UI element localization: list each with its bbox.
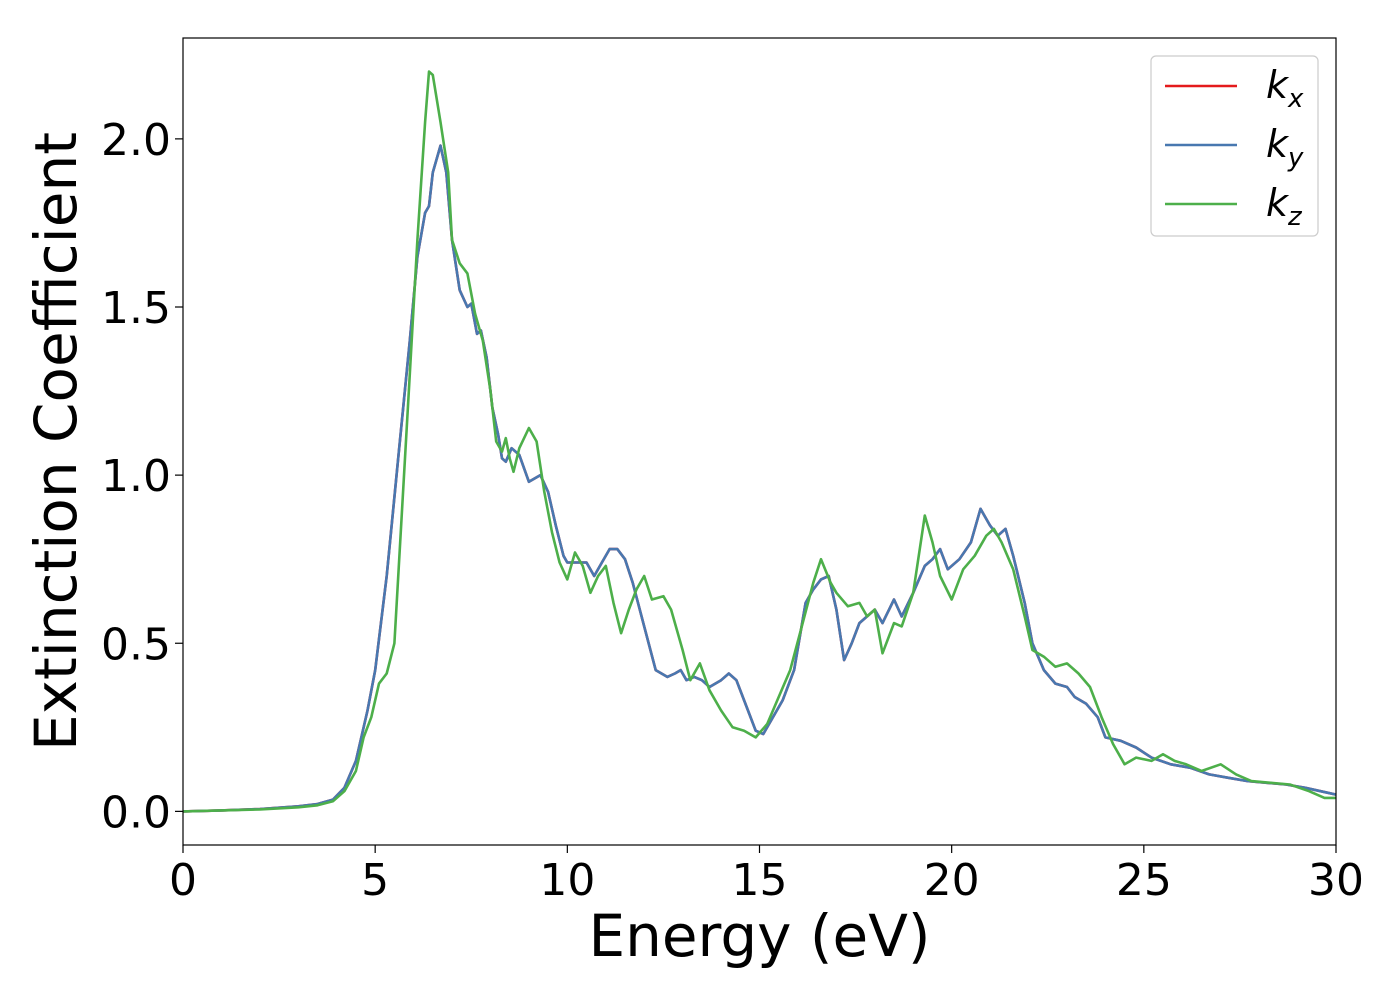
x-tick-label: 15 <box>732 855 788 906</box>
y-tick-label: 2.0 <box>101 115 171 166</box>
y-axis: 0.0 0.5 1.0 1.5 2.0 <box>101 115 183 838</box>
x-tick-label: 5 <box>361 855 389 906</box>
x-tick-label: 0 <box>169 855 197 906</box>
y-axis-label: Extinction Coefficient <box>22 132 90 751</box>
y-tick-label: 0.5 <box>101 619 171 670</box>
series-layer <box>183 70 1336 813</box>
x-tick-label: 10 <box>539 855 595 906</box>
x-axis: 0 5 10 15 20 25 30 <box>169 845 1364 906</box>
legend-label-k-y: ky <box>1266 122 1304 173</box>
legend-label-subscript: y <box>1287 143 1304 173</box>
x-tick-label: 30 <box>1308 855 1364 906</box>
x-tick-label: 20 <box>924 855 980 906</box>
y-tick-label: 1.5 <box>101 283 171 334</box>
legend-label-k-x: kx <box>1266 63 1304 114</box>
plot-area <box>183 38 1336 845</box>
legend-label-main: k <box>1266 181 1290 225</box>
legend-label-subscript: z <box>1287 202 1303 232</box>
legend-label-k-z: kz <box>1266 181 1303 232</box>
y-tick-label: 0.0 <box>101 787 171 838</box>
y-tick-label: 1.0 <box>101 451 171 502</box>
legend-label-main: k <box>1266 63 1290 107</box>
series-line-k-z <box>183 70 1336 813</box>
x-axis-label: Energy (eV) <box>588 902 930 970</box>
legend-label-main: k <box>1266 122 1290 166</box>
legend-label-subscript: x <box>1287 84 1304 114</box>
x-tick-label: 25 <box>1116 855 1172 906</box>
